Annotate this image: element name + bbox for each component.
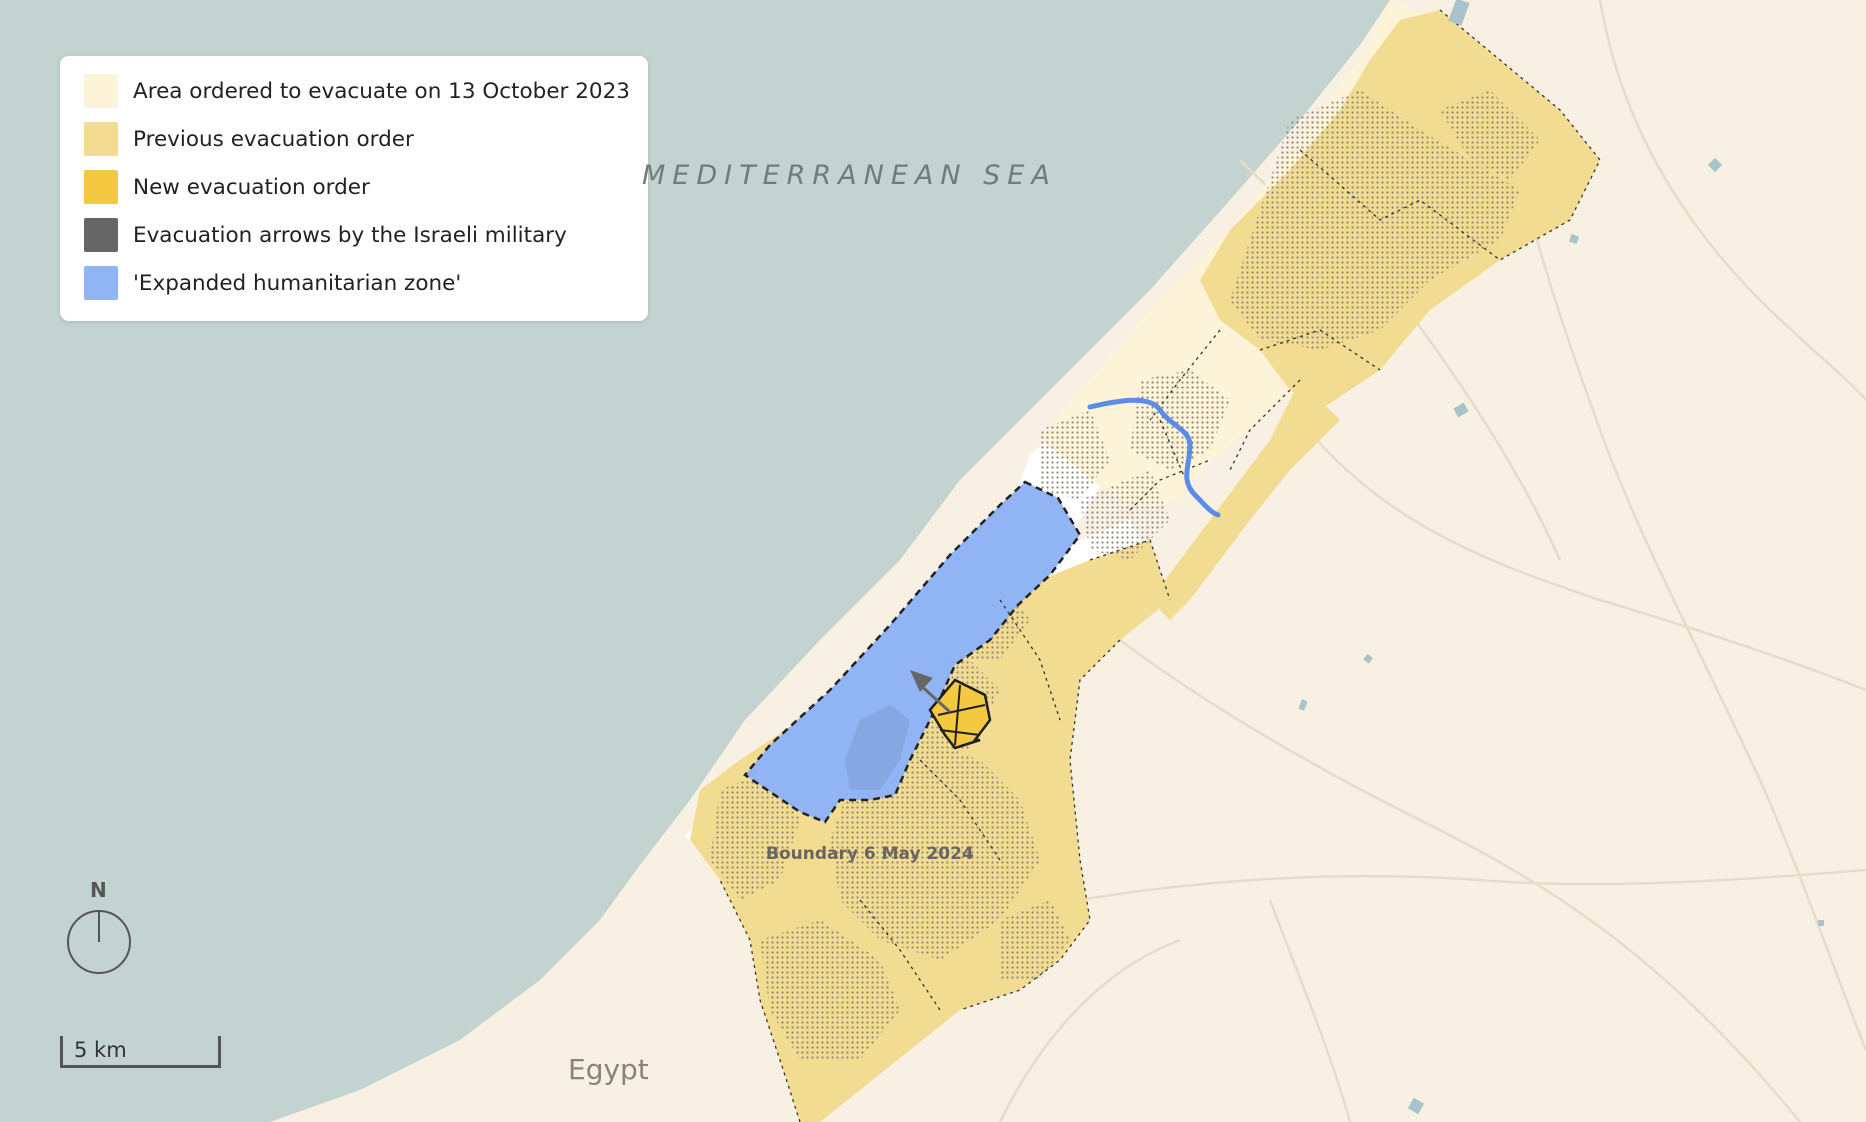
legend-label: Evacuation arrows by the Israeli militar… <box>133 222 567 248</box>
wadi-gaza-line <box>1087 397 1221 518</box>
small-water-features <box>1298 0 1824 1115</box>
legend-swatch <box>84 122 118 156</box>
legend-swatch <box>84 218 118 252</box>
built-up-areas <box>710 90 1540 1060</box>
compass-needle <box>98 912 100 942</box>
legend: Area ordered to evacuate on 13 October 2… <box>60 56 648 321</box>
legend-swatch <box>84 266 118 300</box>
legend-label: Area ordered to evacuate on 13 October 2… <box>133 78 630 104</box>
legend-item-previous-order: Previous evacuation order <box>84 122 414 156</box>
scale-bar <box>60 1036 221 1068</box>
legend-label: New evacuation order <box>133 174 370 200</box>
evacuation-arrow <box>910 670 952 714</box>
expanded-humanitarian-zone <box>743 480 1082 824</box>
boundary-label: Boundary 6 May 2024 <box>766 844 974 864</box>
legend-item-evacuation-arrows: Evacuation arrows by the Israeli militar… <box>84 218 567 252</box>
new-evacuation-order-lines <box>937 684 986 746</box>
sea-label: MEDITERRANEAN SEA <box>642 160 1057 191</box>
scale-label: 5 km <box>74 1038 127 1062</box>
legend-item-13-october: Area ordered to evacuate on 13 October 2… <box>84 74 630 108</box>
legend-swatch <box>84 74 118 108</box>
legend-label: 'Expanded humanitarian zone' <box>133 270 462 296</box>
legend-item-new-order: New evacuation order <box>84 170 370 204</box>
compass-icon <box>67 910 131 974</box>
egypt-label: Egypt <box>568 1053 649 1086</box>
legend-label: Previous evacuation order <box>133 126 414 152</box>
legend-item-humanitarian-zone: 'Expanded humanitarian zone' <box>84 266 461 300</box>
humanitarian-zone-inner-dense <box>845 705 910 790</box>
north-label: N <box>90 878 107 902</box>
previous-evacuation-north-strip <box>1150 380 1340 620</box>
legend-swatch <box>84 170 118 204</box>
